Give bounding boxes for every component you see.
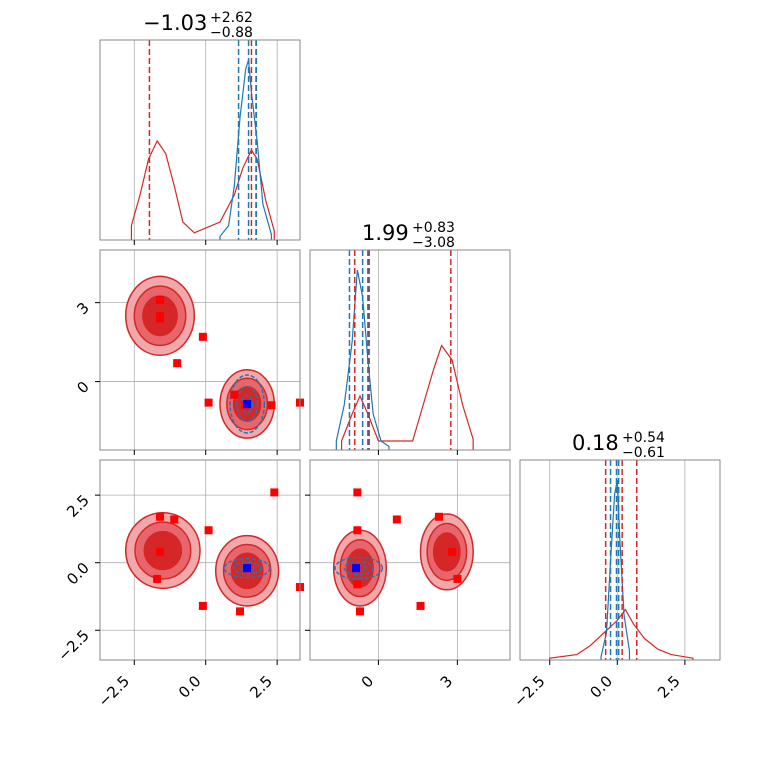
y-tick-label: 2.5 bbox=[63, 491, 93, 521]
title-param-1-minus: −0.88 bbox=[210, 25, 253, 41]
hist-panel-2 bbox=[309, 249, 511, 451]
x-tick-label: 0 bbox=[358, 672, 377, 691]
title-param-3: 0.18 bbox=[572, 431, 619, 455]
red-marker bbox=[156, 314, 164, 323]
red-marker bbox=[416, 601, 425, 610]
red-marker bbox=[153, 574, 162, 583]
title-param-2-plus: +0.83 bbox=[412, 220, 455, 236]
panel-p1-p2 bbox=[309, 459, 511, 661]
red-marker bbox=[353, 580, 362, 589]
x-tick-label: 0.0 bbox=[175, 672, 205, 702]
title-param-1-plus: +2.62 bbox=[210, 10, 253, 26]
y-tick-label: 0 bbox=[73, 378, 92, 397]
red-marker bbox=[270, 488, 279, 497]
blue-contour bbox=[223, 557, 271, 579]
y-tick-label: 3 bbox=[73, 299, 92, 318]
title-param-1: −1.03 bbox=[143, 11, 207, 35]
red-marker bbox=[156, 547, 164, 556]
red-marker bbox=[236, 607, 244, 616]
hist-blue-series bbox=[219, 59, 273, 240]
x-tick-label: 2.5 bbox=[654, 672, 684, 702]
red-marker bbox=[156, 512, 164, 521]
title-param-3-plus: +0.54 bbox=[622, 430, 665, 446]
red-marker bbox=[198, 332, 207, 341]
red-marker bbox=[173, 359, 182, 368]
x-tick-label: 2.5 bbox=[246, 672, 276, 702]
red-mode-b-contour bbox=[432, 532, 461, 572]
blue-contour bbox=[334, 556, 384, 580]
x-tick-label: −2.5 bbox=[95, 672, 133, 710]
red-marker bbox=[353, 488, 362, 497]
title-param-3-minus: −0.61 bbox=[622, 445, 665, 461]
title-param-2-minus: −3.08 bbox=[412, 235, 455, 251]
best-fit-marker bbox=[243, 564, 252, 573]
blue-contour bbox=[236, 385, 259, 423]
red-marker bbox=[356, 607, 364, 616]
hist-red-series bbox=[549, 608, 694, 660]
y-tick-label: −2.5 bbox=[54, 626, 92, 664]
hist-red-series bbox=[130, 139, 275, 240]
blue-contour bbox=[232, 561, 262, 575]
hist-red-series bbox=[340, 344, 474, 450]
x-tick-label: 3 bbox=[437, 672, 456, 691]
red-marker bbox=[448, 547, 457, 556]
blue-contour bbox=[229, 374, 266, 434]
red-marker bbox=[353, 526, 362, 535]
red-marker bbox=[230, 390, 239, 399]
red-marker bbox=[198, 601, 207, 610]
x-tick-label: −2.5 bbox=[510, 672, 548, 710]
x-tick-label: 0.0 bbox=[587, 672, 617, 702]
panel-p0-p2 bbox=[99, 459, 301, 661]
title-param-2: 1.99 bbox=[362, 221, 409, 245]
y-tick-label: 0.0 bbox=[63, 559, 93, 589]
panel-p0-p1 bbox=[99, 249, 301, 451]
red-marker bbox=[434, 512, 443, 521]
blue-contour bbox=[343, 560, 374, 576]
best-fit-marker bbox=[243, 399, 252, 408]
hist-panel-3 bbox=[519, 459, 721, 661]
hist-panel-1 bbox=[99, 39, 301, 241]
red-marker bbox=[204, 526, 213, 535]
red-marker bbox=[156, 296, 164, 304]
best-fit-marker bbox=[352, 564, 361, 573]
red-marker bbox=[170, 515, 179, 524]
red-marker bbox=[453, 574, 462, 583]
red-marker bbox=[267, 401, 276, 410]
red-marker bbox=[392, 515, 401, 524]
red-marker bbox=[204, 398, 213, 407]
